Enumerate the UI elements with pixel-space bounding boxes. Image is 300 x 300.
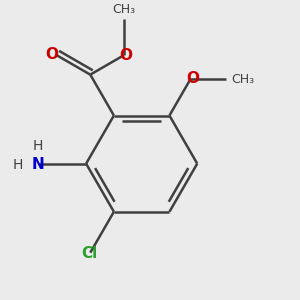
Text: H: H [13, 158, 23, 172]
Text: O: O [186, 71, 199, 86]
Text: CH₃: CH₃ [231, 73, 254, 86]
Text: O: O [46, 46, 59, 62]
Text: Cl: Cl [81, 246, 97, 261]
Text: N: N [32, 157, 44, 172]
Text: H: H [33, 139, 43, 153]
Text: CH₃: CH₃ [112, 3, 136, 16]
Text: O: O [120, 48, 133, 63]
